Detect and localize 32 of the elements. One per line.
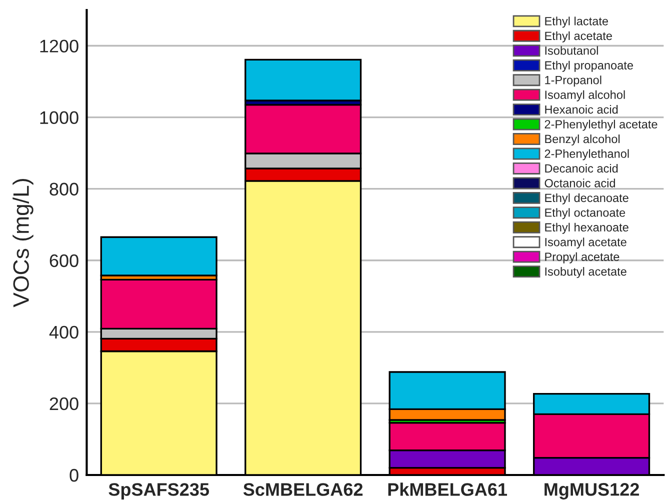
y-tick-label: 1000: [40, 111, 78, 124]
legend-label: 1-Propanol: [545, 76, 602, 87]
legend-label: Decanoic acid: [545, 164, 618, 173]
y-tick-label: 600: [50, 254, 78, 268]
legend-label: Isobutyl acetate: [545, 267, 626, 278]
x-tick-label: MgMUS122: [544, 483, 639, 500]
legend-label: 2-Phenylethanol: [544, 149, 629, 160]
legend-label: Ethyl lactate: [545, 16, 608, 28]
y-tick-label: 800: [50, 182, 78, 196]
y-tick-label: 200: [50, 397, 78, 410]
legend-label: Ethyl octanoate: [545, 208, 626, 220]
legend-label: Propyl acetate: [545, 252, 620, 264]
legend-label: 2-Phenylethyl acetate: [544, 120, 658, 131]
legend-label: Hexanoic acid: [545, 105, 618, 114]
legend-label: Ethyl acetate: [545, 31, 612, 42]
legend-label: Isoamyl acetate: [545, 238, 626, 249]
x-tick-label: ScMBELGA62: [243, 483, 363, 496]
legend-label: Ethyl propanoate: [545, 60, 633, 72]
legend-label: Ethyl decanoate: [545, 193, 628, 204]
legend-label: Isobutanol: [545, 46, 598, 55]
y-tick-label: 0: [70, 468, 78, 482]
x-tick-label: PkMBELGA61: [388, 482, 508, 496]
y-tick-label: 1200: [40, 40, 78, 52]
y-tick-label: 400: [49, 326, 78, 339]
bar: [244, 58, 362, 102]
x-tick-label: SpSAFS235: [108, 483, 210, 500]
legend-label: Ethyl hexanoate: [545, 222, 628, 234]
legend-label: Benzyl alcohol: [545, 134, 620, 146]
legend-label: Isoamyl alcohol: [545, 90, 625, 102]
y-axis-title: VOCs (mg/L): [12, 179, 34, 308]
bar: [100, 236, 218, 276]
legend-label: Octanoic acid: [544, 178, 615, 188]
